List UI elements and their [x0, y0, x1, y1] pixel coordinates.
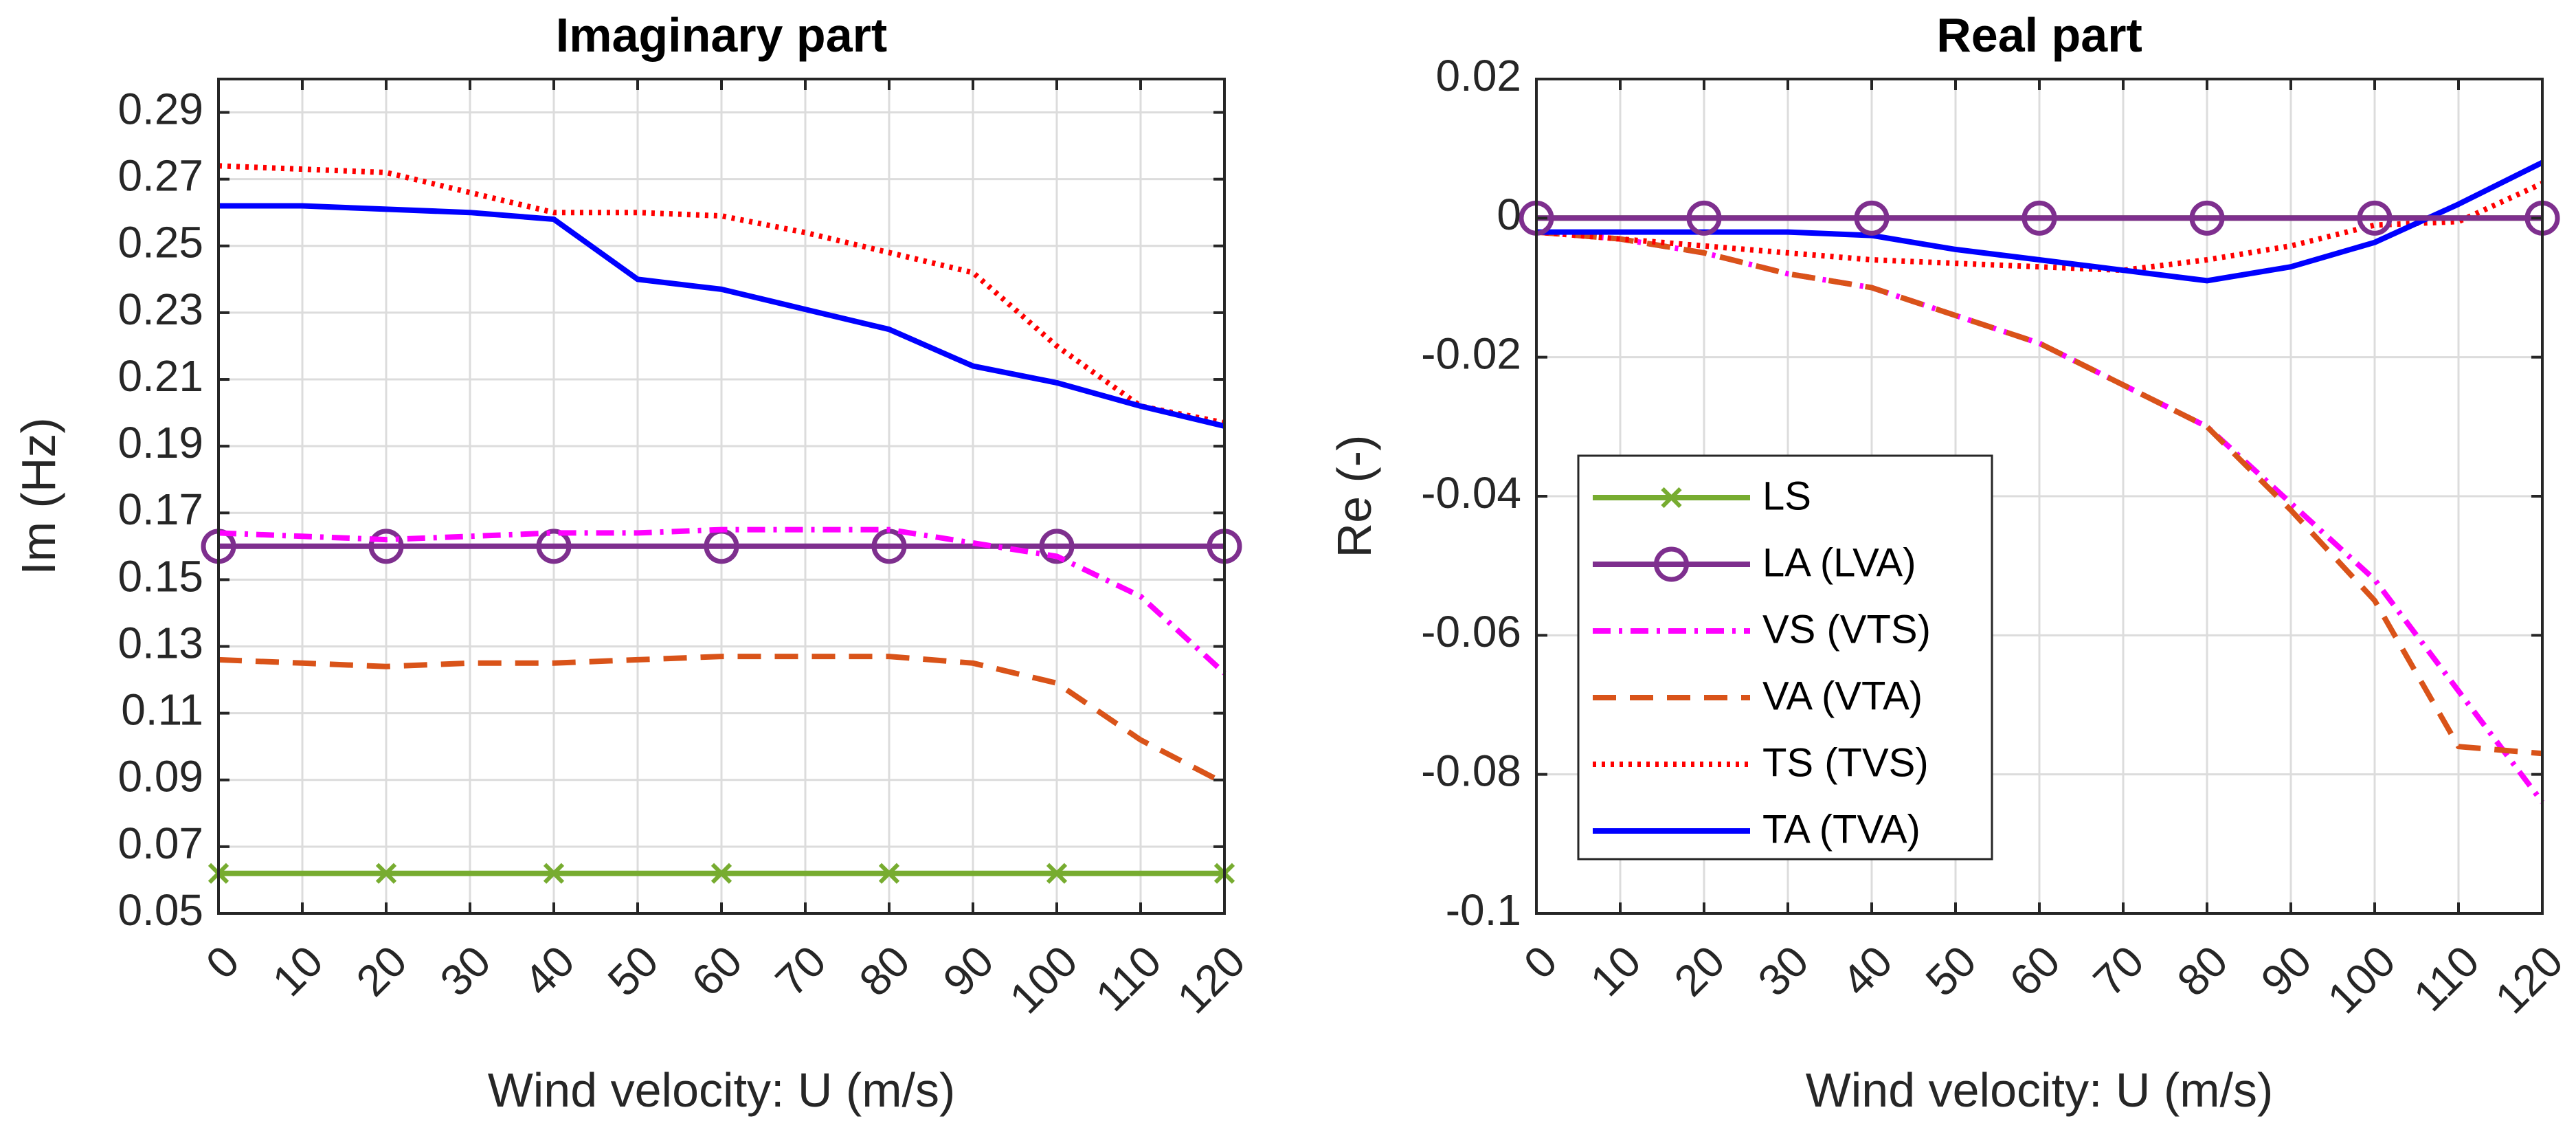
marker-circle-0 — [1654, 546, 1689, 582]
legend-entry-ts: TS (TVS) — [1593, 740, 1929, 785]
y-tick-label-3: -0.04 — [1421, 468, 1521, 518]
imaginary-part-chart: 0.05 0.07 0.09 0.11 0.13 0.15 0.17 0.19 0.21 0.23… — [12, 8, 1255, 1117]
y-tick-label-0: -0.1 — [1446, 885, 1521, 935]
y-tick-label-2: 0.09 — [117, 752, 203, 801]
y-tick-label-11: 0.27 — [117, 151, 203, 201]
marker-x-1 — [375, 863, 397, 884]
y-tick-label-8: 0.21 — [117, 351, 203, 401]
y-tick-label-7: 0.19 — [117, 418, 203, 467]
legend-entry-ta: TA (TVA) — [1593, 807, 1920, 852]
marker-x-2 — [543, 863, 565, 884]
y-axis-label: Re (-) — [1328, 435, 1381, 558]
series-va — [218, 654, 1226, 786]
series-la — [201, 529, 1242, 564]
legend-label: LA (LVA) — [1762, 540, 1916, 585]
series-line-va — [218, 654, 1226, 786]
marker-circle-2 — [536, 529, 572, 564]
series-ts — [218, 163, 1225, 426]
y-tick-label-1: -0.08 — [1421, 746, 1521, 796]
legend-label: TS (TVS) — [1762, 740, 1929, 785]
series-line-va — [1536, 229, 2543, 757]
legend: LS LA (LVA) VS (VTS) VA (VTA) TS (TVS) TA (TV… — [1577, 454, 1993, 861]
marker-circle-5 — [1039, 529, 1075, 564]
y-tick-label-4: 0.13 — [117, 618, 203, 667]
y-tick-label-5: 0 — [1497, 190, 1521, 239]
marker-circle-3 — [2021, 200, 2057, 236]
legend-label: VA (VTA) — [1762, 674, 1923, 718]
legend-box — [1577, 454, 1993, 861]
legend-entry-va: VA (VTA) — [1593, 674, 1923, 718]
series-vs — [218, 526, 1227, 676]
series-layer — [1519, 159, 2560, 804]
legend-label: TA (TVA) — [1762, 807, 1920, 852]
y-tick-label-1: 0.07 — [117, 819, 203, 868]
series-ta — [219, 203, 1225, 429]
y-tick-label-6: 0.17 — [117, 485, 203, 534]
legend-entry-la: LA (LVA) — [1593, 540, 1916, 585]
grid — [217, 79, 1226, 915]
legend-entry-vs: VS (VTS) — [1593, 607, 1931, 652]
legend-label: VS (VTS) — [1762, 607, 1931, 652]
marker-circle-1 — [368, 529, 404, 564]
y-tick-label-3: 0.11 — [121, 685, 203, 735]
legend-entries: LS LA (LVA) VS (VTS) VA (VTA) TS (TVS) TA (TV… — [1593, 474, 1931, 852]
y-tick-label-5: 0.15 — [117, 551, 203, 601]
y-axis-label: Im (Hz) — [12, 417, 65, 575]
y-tick-labels: -0.1 -0.08 -0.06 -0.04 -0.02 0 0.02 — [1421, 51, 1521, 935]
y-tick-label-12: 0.29 — [117, 84, 203, 133]
marker-circle-2 — [1854, 200, 1890, 236]
marker-circle-1 — [1686, 200, 1722, 236]
series-line-vs — [218, 526, 1227, 676]
tick-marks — [217, 79, 1226, 915]
marker-circle-4 — [2189, 200, 2225, 236]
marker-x-4 — [878, 863, 900, 884]
chart-title: Imaginary part — [556, 8, 887, 62]
legend-label: LS — [1762, 474, 1811, 518]
series-line-ts — [218, 163, 1225, 426]
y-tick-label-4: -0.02 — [1421, 329, 1521, 379]
y-tick-label-6: 0.02 — [1435, 51, 1521, 100]
x-axis-label: Wind velocity: U (m/s) — [488, 1063, 956, 1117]
y-tick-label-10: 0.25 — [117, 218, 203, 267]
chart-title: Real part — [1936, 8, 2142, 62]
marker-circle-5 — [2357, 200, 2393, 236]
marker-x-5 — [1046, 863, 1068, 884]
marker-x-0 — [1661, 487, 1682, 509]
series-line-ta — [219, 203, 1225, 429]
legend-entry-ls: LS — [1593, 474, 1811, 518]
y-tick-label-2: -0.06 — [1421, 607, 1521, 656]
tick-marks — [1535, 78, 2544, 915]
y-tick-labels: 0.05 0.07 0.09 0.11 0.13 0.15 0.17 0.19 0.21 0.23… — [117, 84, 203, 934]
y-tick-label-9: 0.23 — [117, 285, 203, 334]
marker-x-3 — [710, 863, 732, 884]
x-axis-label: Wind velocity: U (m/s) — [1806, 1063, 2274, 1117]
series-layer — [201, 163, 1242, 884]
series-va — [1536, 229, 2543, 757]
y-tick-label-0: 0.05 — [117, 885, 203, 935]
